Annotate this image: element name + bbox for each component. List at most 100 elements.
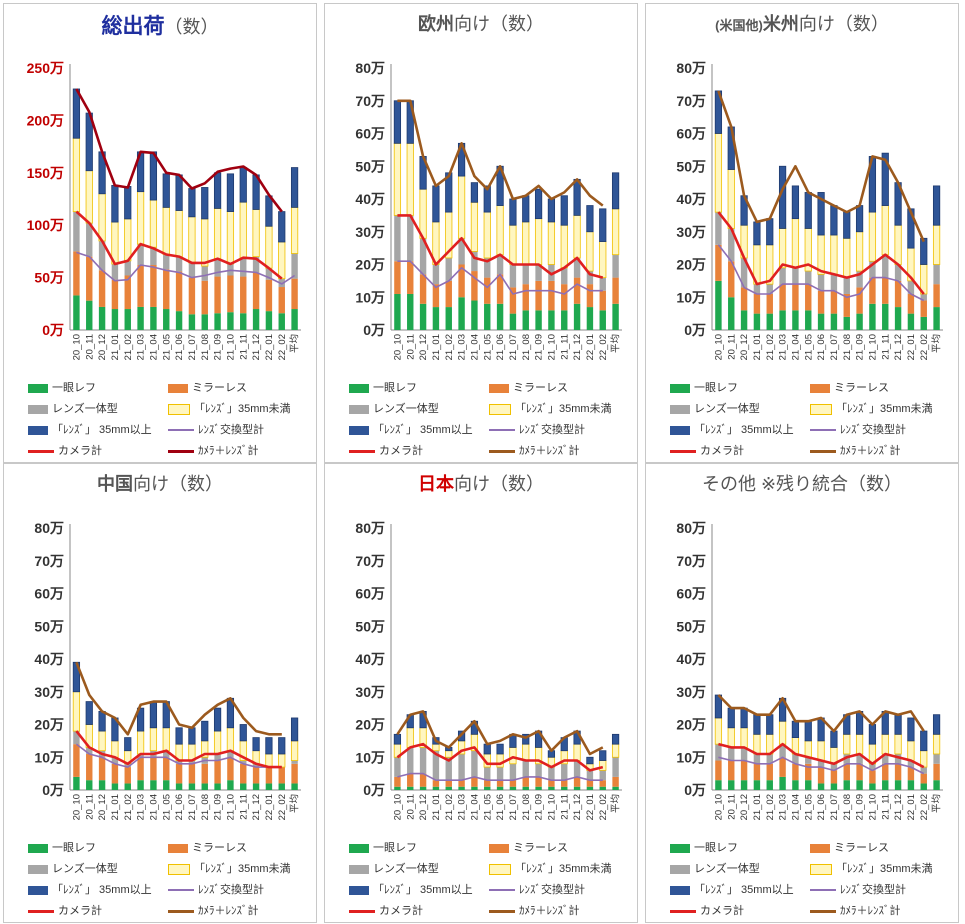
x-tick-label: 21_09 [534, 334, 545, 360]
bar-lens_large [188, 727, 196, 745]
bar-lens_small [85, 170, 93, 224]
x-tick-label: 22_01 [264, 794, 275, 820]
bar-lens_small [817, 740, 825, 761]
legend-swatch [670, 885, 690, 895]
bar-ichigan [419, 786, 427, 790]
bar-mirrorless [869, 770, 876, 784]
bar-lens_small [868, 211, 877, 262]
bar-mirrorless [728, 760, 735, 781]
bar-lens_ittai [779, 744, 786, 758]
bar-mirrorless [175, 763, 183, 784]
bar-lens_ittai [766, 284, 773, 294]
bar-lens_large [573, 178, 581, 216]
x-tick-label: 21_08 [200, 794, 211, 820]
legend-label: 「ﾚﾝｽﾞ」 35mm以上 [52, 424, 152, 437]
legend-label: 「ﾚﾝｽﾞ」35mm未満 [515, 403, 612, 416]
y-tick-label: 100万 [27, 217, 64, 233]
legend-swatch [670, 449, 696, 453]
bar-lens_ittai [894, 264, 902, 281]
x-tick-label: 21_02 [123, 334, 134, 360]
legend-item-lens_large: 「ﾚﾝｽﾞ」 35mm以上 [28, 882, 152, 898]
x-tick-label: 21_07 [829, 794, 840, 820]
bar-lens_ittai [150, 247, 157, 266]
bar-lens_large [586, 756, 594, 765]
y-tick-label: 10万 [676, 749, 706, 765]
x-tick-label: 20_12 [97, 334, 108, 360]
legend-item-ichigan: 一眼レフ [670, 380, 738, 396]
bar-mirrorless [817, 290, 825, 314]
y-tick-label: 40万 [355, 651, 385, 667]
x-tick-label: 21_09 [855, 794, 866, 820]
bar-lens_large [470, 182, 479, 203]
legend-swatch [349, 425, 369, 435]
bar-lens_ittai [471, 750, 478, 777]
bar-lens_large [124, 737, 132, 752]
bar-lens_large [162, 173, 170, 208]
x-tick-label: 22_02 [598, 334, 609, 360]
line-camera_total [75, 730, 282, 769]
x-tick-label: 21_08 [521, 794, 532, 820]
x-tick-label: 21_10 [867, 794, 878, 820]
bar-lens_ittai [278, 278, 285, 288]
bar-lens_large [586, 205, 594, 233]
legend-item-lens_large: 「ﾚﾝｽﾞ」 35mm以上 [349, 422, 473, 438]
bar-lens_large [72, 661, 81, 693]
x-tick-label: 22_02 [919, 334, 930, 360]
bar-ichigan [933, 307, 940, 330]
legend-label: 「ﾚﾝｽﾞ」 35mm以上 [373, 884, 473, 897]
bar-ichigan [124, 309, 131, 330]
legend-item-camera_total: カメラ計 [28, 443, 102, 459]
x-tick-label: 21_03 [778, 794, 789, 820]
x-tick-label: 21_02 [765, 334, 776, 360]
legend-label: 「ﾚﾝｽﾞ」35mm未満 [194, 403, 291, 416]
bar-mirrorless [471, 271, 478, 301]
bar-ichigan [394, 293, 401, 330]
bar-lens_ittai [432, 264, 440, 285]
legend-swatch [349, 404, 369, 414]
bar-lens_small [239, 201, 247, 259]
bar-mirrorless [214, 760, 221, 784]
bar-lens_small [162, 206, 170, 255]
y-tick-label: 250万 [27, 60, 64, 76]
y-tick-label: 0万 [363, 322, 385, 338]
bar-ichigan [124, 783, 131, 790]
bar-lens_ittai [894, 753, 902, 764]
x-tick-label: 22_01 [264, 334, 275, 360]
bar-ichigan [419, 303, 427, 330]
x-tick-label: 22_01 [906, 334, 917, 360]
bar-lens_large [611, 733, 620, 745]
bar-lens_large [753, 714, 761, 735]
x-tick-label: 21_11 [880, 794, 891, 820]
line-camera_total [717, 211, 925, 295]
bar-mirrorless [907, 293, 915, 314]
bar-lens_ittai [291, 760, 298, 764]
bar-lens_ittai [419, 238, 427, 275]
legend-swatch [28, 843, 48, 853]
bar-lens_small [252, 209, 260, 258]
bar-lens_small [817, 234, 825, 275]
bar-lens_large [611, 172, 620, 210]
bar-ichigan [573, 786, 581, 790]
bar-lens_ittai [124, 260, 131, 276]
bar-lens_small [124, 218, 132, 262]
y-tick-label: 0万 [684, 782, 706, 798]
bar-mirrorless [111, 279, 119, 310]
bar-lens_small [740, 727, 748, 748]
bar-mirrorless [111, 763, 119, 784]
y-tick-label: 30万 [676, 684, 706, 700]
legend-item-camera_lens_total: ｶﾒﾗ＋ﾚﾝｽﾞ計 [168, 443, 259, 459]
x-tick-label: 21_01 [110, 794, 121, 820]
chart-title: 中国向け（数） [4, 470, 316, 496]
bar-ichigan [252, 309, 260, 330]
bar-ichigan [407, 786, 414, 790]
legend-label: ｶﾒﾗ＋ﾚﾝｽﾞ計 [840, 445, 901, 458]
bar-mirrorless [535, 280, 542, 311]
legend-swatch [670, 843, 690, 853]
y-tick-label: 60万 [676, 126, 706, 142]
bar-mirrorless [920, 773, 927, 784]
bar-lens_ittai [509, 264, 517, 288]
line-camera_lens_total [397, 99, 604, 207]
x-tick-label: 平均 [289, 334, 301, 353]
bar-lens_ittai [766, 753, 773, 764]
